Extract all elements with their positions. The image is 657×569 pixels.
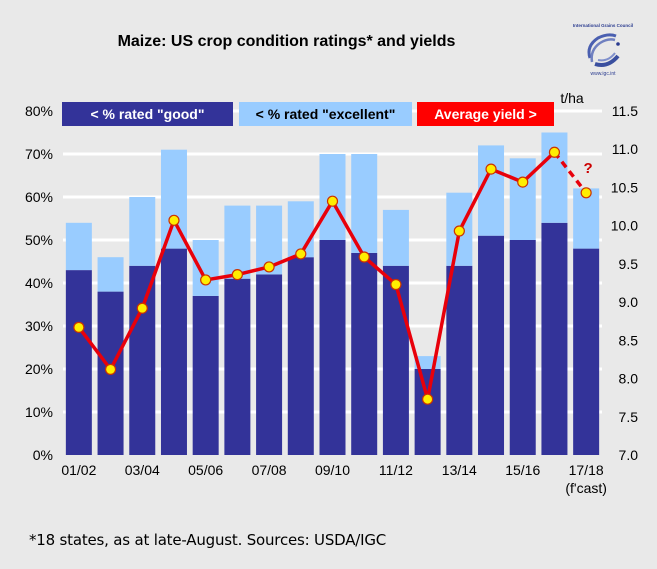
yield-point — [548, 146, 561, 158]
y-tick-right: 7.0 — [619, 447, 639, 463]
y-tick-right: 8.5 — [619, 332, 639, 348]
y-tick-right: 7.5 — [619, 409, 639, 425]
bar-good — [509, 240, 536, 455]
yield-point — [485, 163, 497, 175]
bar-good — [65, 270, 92, 455]
bar-excellent — [541, 132, 568, 223]
yield-point — [231, 268, 243, 281]
y-tick-right: 11.5 — [612, 103, 638, 119]
yield-point — [73, 321, 85, 333]
bar-excellent — [192, 240, 219, 296]
y-tick-left: 50% — [25, 232, 53, 248]
bar-good — [129, 265, 156, 455]
y-tick-left: 20% — [25, 361, 53, 377]
yield-line-solid — [77, 151, 556, 401]
y-tick-right: 11.0 — [612, 141, 638, 157]
y-tick-left: 40% — [25, 275, 53, 291]
y-axis-right-label: t/ha — [560, 90, 584, 106]
logo-url-text: www.igc.int — [590, 71, 616, 77]
bar-excellent — [129, 197, 156, 266]
y-tick-left: 70% — [25, 146, 53, 162]
bars — [65, 132, 600, 455]
x-tick-label: 03/04 — [125, 462, 160, 478]
bar-good — [319, 240, 346, 455]
legend-good: < % rated "good" — [62, 102, 233, 126]
y-axis-left: 0% 10% 20% 30% 40% 50% 60% 70% 80% — [25, 103, 53, 463]
y-tick-left: 80% — [25, 103, 53, 119]
footnote: *18 states, as at late-August. Sources: … — [29, 531, 387, 549]
y-axis-right: 7.0 7.5 8.0 8.5 9.0 9.5 10.0 10.5 11.0 11.5 — [611, 103, 638, 463]
bar-good — [192, 295, 219, 455]
bar-good — [446, 265, 473, 455]
x-tick-sublabel: (f'cast) — [565, 480, 607, 496]
globe-icon — [587, 33, 620, 67]
x-tick-label: 15/16 — [505, 462, 540, 478]
yield-point — [358, 251, 370, 263]
x-axis: 01/02 03/04 05/06 07/08 09/10 11/12 13/14 15/16… — [61, 462, 607, 496]
bar-excellent — [97, 257, 124, 292]
yield-point — [517, 176, 529, 188]
y-tick-left: 30% — [25, 318, 53, 334]
y-tick-right: 9.5 — [619, 256, 639, 272]
yield-point — [580, 187, 592, 199]
y-tick-left: 10% — [25, 404, 53, 420]
bar-excellent — [351, 154, 378, 253]
y-tick-left: 0% — [33, 447, 53, 463]
bar-good — [541, 222, 568, 455]
bar-excellent — [509, 158, 536, 240]
yield-point — [422, 393, 434, 405]
bar-excellent — [382, 209, 409, 266]
legend-excellent: < % rated "excellent" — [239, 102, 412, 126]
bar-good — [573, 248, 600, 455]
x-tick-label: 13/14 — [442, 462, 477, 478]
yield-point — [453, 225, 465, 237]
y-tick-right: 9.0 — [619, 294, 639, 310]
chart-title: Maize: US crop condition ratings* and yi… — [117, 33, 456, 50]
x-tick-label: 05/06 — [188, 462, 223, 478]
yield-point — [263, 261, 275, 273]
yield-point — [200, 274, 212, 286]
bar-excellent — [160, 149, 187, 249]
x-tick-label: 17/18 — [569, 462, 604, 478]
yield-point — [326, 195, 339, 207]
yield-point — [136, 302, 148, 314]
x-tick-label: 11/12 — [379, 462, 413, 478]
bar-excellent — [478, 145, 505, 236]
bar-excellent — [224, 205, 251, 279]
bar-good — [351, 252, 378, 455]
y-tick-left: 60% — [25, 189, 53, 205]
yield-point — [168, 214, 180, 226]
bar-excellent — [65, 222, 92, 271]
bar-good — [160, 248, 187, 455]
yield-point — [390, 278, 402, 291]
bar-good — [382, 265, 409, 455]
bar-excellent — [287, 201, 314, 258]
bar-excellent — [573, 188, 600, 249]
bar-good — [414, 369, 441, 455]
x-tick-label: 09/10 — [315, 462, 350, 478]
yield-line-forecast — [553, 151, 588, 194]
y-tick-right: 10.0 — [611, 218, 638, 234]
yield-point — [295, 248, 307, 260]
x-tick-label: 07/08 — [252, 462, 287, 478]
bar-good — [478, 235, 505, 455]
y-tick-right: 10.5 — [611, 179, 638, 195]
legend-yield: Average yield > — [417, 102, 554, 126]
yield-line: ? — [73, 146, 593, 405]
igc-logo: International Grains Council www.igc.int — [573, 23, 633, 77]
yield-point — [104, 363, 117, 375]
logo-org-text: International Grains Council — [573, 23, 633, 28]
bar-good — [224, 278, 251, 455]
x-tick-label: 01/02 — [61, 462, 96, 478]
bar-good — [287, 257, 314, 455]
bar-good — [256, 274, 283, 455]
y-tick-right: 8.0 — [619, 371, 639, 387]
forecast-annotation: ? — [584, 160, 593, 177]
